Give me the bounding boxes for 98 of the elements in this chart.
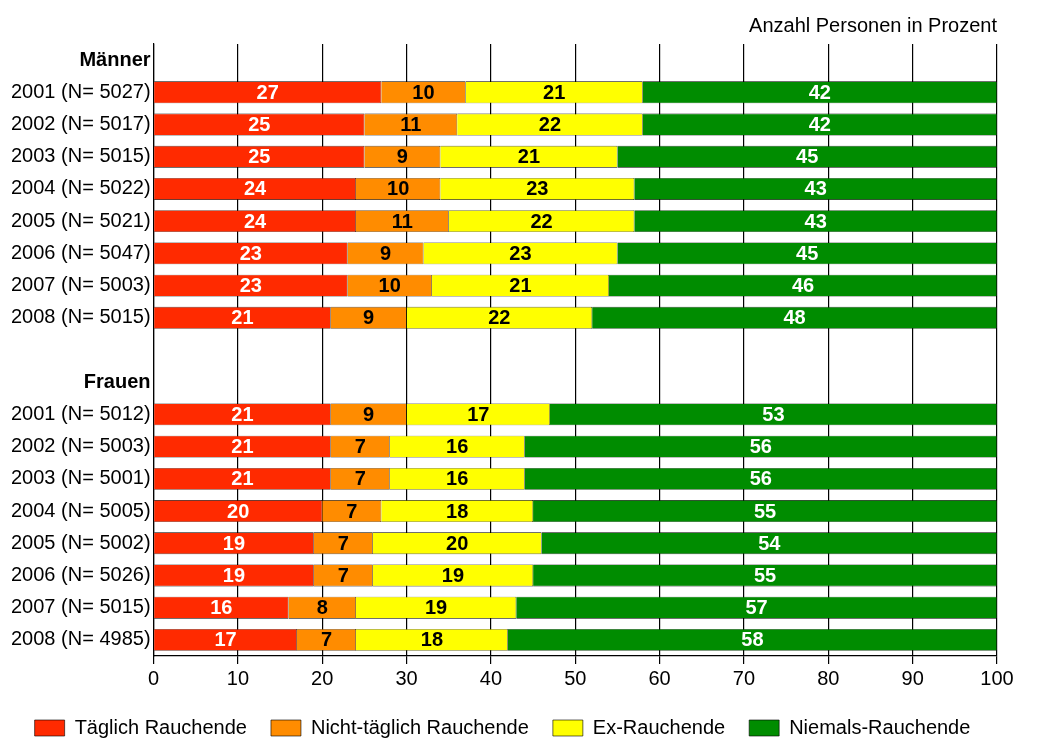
legend-label: Niemals-Rauchende bbox=[789, 715, 971, 738]
x-tick-label: 20 bbox=[311, 666, 334, 689]
y-tick-label: 2008 (N= 4985) bbox=[10, 627, 151, 650]
data-label: 11 bbox=[400, 113, 422, 136]
y-tick-label: 2002 (N= 5017) bbox=[10, 112, 151, 135]
data-label: 20 bbox=[446, 531, 469, 554]
data-label: 21 bbox=[231, 402, 254, 425]
y-tick-label: 2007 (N= 5015) bbox=[10, 595, 151, 618]
data-label: 25 bbox=[248, 113, 271, 136]
x-tick-label: 80 bbox=[817, 666, 840, 689]
data-label: 55 bbox=[753, 499, 777, 522]
data-label: 19 bbox=[441, 563, 465, 586]
legend-label: Ex-Rauchende bbox=[592, 715, 726, 738]
text: Anzahl Personen in Prozent bbox=[749, 13, 998, 36]
data-label: 19 bbox=[222, 563, 246, 586]
data-label: 24 bbox=[243, 209, 268, 232]
data-label: 56 bbox=[749, 435, 772, 458]
legend-label: Täglich Rauchende bbox=[74, 715, 247, 738]
data-label: 21 bbox=[231, 306, 254, 329]
x-tick-label: 60 bbox=[648, 666, 671, 689]
y-tick-label: 2008 (N= 5015) bbox=[10, 305, 151, 328]
data-label: 18 bbox=[446, 499, 469, 522]
data-label: 7 bbox=[337, 531, 349, 554]
y-tick-label: 2003 (N= 5015) bbox=[10, 144, 151, 167]
data-label: 17 bbox=[214, 628, 237, 651]
data-label: 18 bbox=[420, 628, 444, 651]
data-label: 16 bbox=[446, 467, 469, 490]
data-label: 23 bbox=[526, 177, 549, 200]
x-tick-label: 30 bbox=[395, 666, 418, 689]
data-label: 22 bbox=[530, 209, 553, 232]
x-tick-label: 50 bbox=[564, 666, 587, 689]
data-label: 16 bbox=[210, 596, 233, 619]
x-tick-label: 90 bbox=[901, 666, 924, 689]
data-label: 9 bbox=[363, 402, 375, 425]
data-label: 23 bbox=[239, 274, 262, 297]
data-label: 16 bbox=[446, 435, 469, 458]
data-label: 58 bbox=[741, 628, 764, 651]
x-tick-label: 40 bbox=[479, 666, 503, 689]
data-label: 57 bbox=[745, 596, 768, 619]
data-label: 55 bbox=[753, 563, 777, 586]
y-tick-label: 2005 (N= 5002) bbox=[10, 530, 151, 553]
data-label: 19 bbox=[424, 596, 448, 619]
x-tick-label: 0 bbox=[147, 666, 160, 689]
data-label: 46 bbox=[791, 274, 815, 297]
data-label: 43 bbox=[804, 209, 827, 232]
data-label: 9 bbox=[363, 306, 375, 329]
y-tick-label: 2004 (N= 5022) bbox=[10, 176, 151, 199]
y-tick-label: 2005 (N= 5021) bbox=[10, 208, 151, 231]
data-label: 9 bbox=[396, 145, 408, 168]
data-label: 10 bbox=[378, 274, 401, 297]
data-label: 10 bbox=[412, 80, 435, 103]
y-tick-label: Frauen bbox=[83, 369, 151, 392]
y-tick-label: Männer bbox=[79, 47, 151, 70]
data-label: 21 bbox=[509, 274, 532, 297]
data-label: 21 bbox=[517, 145, 541, 168]
x-tick-label: 100 bbox=[980, 666, 1014, 689]
y-tick-label: 2001 (N= 5027) bbox=[10, 79, 151, 102]
data-label: 7 bbox=[346, 499, 358, 522]
y-tick-label: 2004 (N= 5005) bbox=[10, 498, 151, 521]
data-label: 21 bbox=[231, 467, 254, 490]
data-label: 43 bbox=[804, 177, 827, 200]
x-tick-label: 70 bbox=[732, 666, 756, 689]
data-label: 22 bbox=[488, 306, 511, 329]
data-label: 21 bbox=[543, 80, 566, 103]
data-label: 10 bbox=[387, 177, 410, 200]
data-label: 19 bbox=[222, 531, 246, 554]
legend-label: Nicht-täglich Rauchende bbox=[310, 715, 529, 738]
data-label: 27 bbox=[256, 80, 279, 103]
data-label: 48 bbox=[783, 306, 806, 329]
data-label: 56 bbox=[749, 467, 772, 490]
y-tick-label: 2007 (N= 5003) bbox=[10, 273, 151, 296]
y-tick-label: 2002 (N= 5003) bbox=[10, 434, 151, 457]
data-label: 9 bbox=[379, 241, 392, 264]
data-label: 17 bbox=[467, 402, 490, 425]
data-label: 11 bbox=[391, 209, 413, 232]
data-label: 42 bbox=[808, 113, 831, 136]
data-label: 7 bbox=[354, 435, 366, 458]
data-label: 53 bbox=[762, 402, 785, 425]
data-label: 25 bbox=[248, 145, 271, 168]
y-tick-label: 2003 (N= 5001) bbox=[10, 466, 151, 489]
data-label: 24 bbox=[243, 177, 268, 200]
data-label: 22 bbox=[538, 113, 562, 136]
y-tick-label: 2001 (N= 5012) bbox=[10, 401, 151, 424]
data-label: 7 bbox=[337, 563, 349, 586]
y-tick-label: 2006 (N= 5026) bbox=[10, 562, 151, 585]
data-label: 42 bbox=[808, 80, 831, 103]
data-label: 8 bbox=[316, 596, 328, 619]
data-label: 21 bbox=[231, 435, 254, 458]
y-tick-label: 2006 (N= 5047) bbox=[10, 240, 151, 263]
data-label: 45 bbox=[796, 145, 819, 168]
data-label: 23 bbox=[509, 241, 532, 264]
data-label: 7 bbox=[354, 467, 366, 490]
data-label: 20 bbox=[227, 499, 250, 522]
data-label: 7 bbox=[320, 628, 333, 651]
data-label: 23 bbox=[239, 241, 262, 264]
data-label: 45 bbox=[796, 241, 819, 264]
x-tick-label: 10 bbox=[226, 666, 250, 689]
data-label: 54 bbox=[758, 531, 782, 554]
